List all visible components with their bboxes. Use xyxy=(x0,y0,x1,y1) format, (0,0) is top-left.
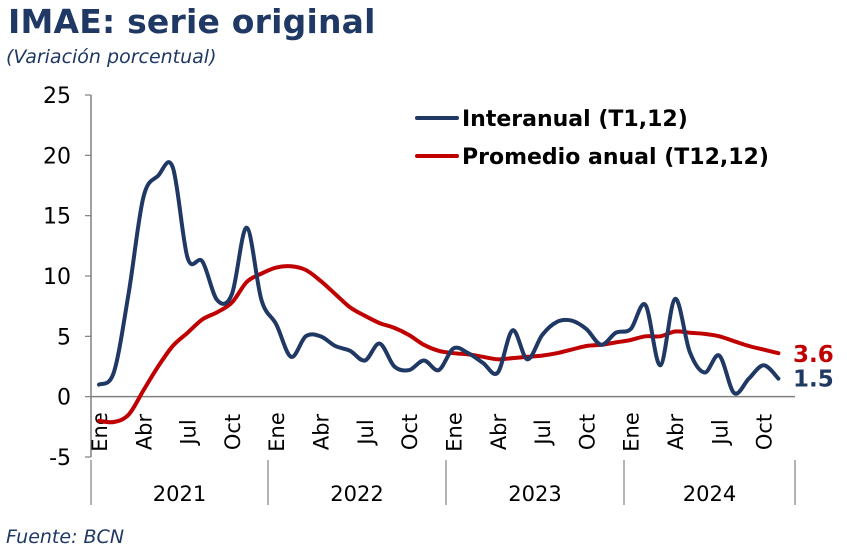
chart-subtitle: (Variación porcentual) xyxy=(6,46,217,68)
x-tick-label: Jul xyxy=(177,419,201,446)
y-tick-label: 25 xyxy=(43,84,71,109)
x-tick-label: Abr xyxy=(132,413,156,450)
y-tick-label: 5 xyxy=(57,325,71,350)
x-tick-label: Jul xyxy=(531,419,555,446)
year-label: 2023 xyxy=(508,482,561,506)
x-axis: Ene Abr Jul Oct Ene Abr Jul Oct Ene Abr Jul Oct Ene A… xyxy=(88,395,796,506)
end-labels: 1.53.6 xyxy=(793,342,834,392)
x-tick-label: Oct xyxy=(398,414,422,450)
chart-title: IMAE: serie original xyxy=(8,2,376,41)
x-tick-label: Oct xyxy=(753,414,777,450)
y-tick-label: 10 xyxy=(43,265,71,290)
series-line-promedio xyxy=(97,264,781,425)
y-tick-label: -5 xyxy=(49,446,71,471)
x-tick-label: Ene xyxy=(620,412,644,452)
series-lines xyxy=(97,160,781,425)
series-line-interanual xyxy=(97,160,781,396)
year-label: 2021 xyxy=(153,482,206,506)
x-tick-label: Oct xyxy=(575,414,599,450)
legend: Interanual (T1,12) Promedio anual (T12,12… xyxy=(415,107,769,170)
y-axis: -5 0 5 10 15 20 25 xyxy=(43,84,92,471)
x-tick-label: Oct xyxy=(221,414,245,450)
year-label: 2022 xyxy=(330,482,383,506)
legend-label: Interanual (T1,12) xyxy=(462,107,688,132)
series-end-label: 3.6 xyxy=(793,342,834,368)
x-tick-label: Jul xyxy=(354,419,378,446)
y-tick-label: 0 xyxy=(57,386,71,411)
year-label: 2024 xyxy=(683,482,736,506)
x-tick-label: Abr xyxy=(664,413,688,450)
x-tick-label: Jul xyxy=(708,419,732,446)
x-tick-label: Abr xyxy=(487,413,511,450)
y-tick-label: 20 xyxy=(43,144,71,169)
source-note: Fuente: BCN xyxy=(6,526,125,548)
x-tick-label: Ene xyxy=(88,412,112,452)
series-end-label: 1.5 xyxy=(793,367,834,393)
x-tick-label: Ene xyxy=(265,412,289,452)
x-tick-label: Ene xyxy=(442,412,466,452)
legend-label: Promedio anual (T12,12) xyxy=(462,145,769,170)
x-tick-label: Abr xyxy=(310,413,334,450)
y-tick-label: 15 xyxy=(43,205,71,230)
